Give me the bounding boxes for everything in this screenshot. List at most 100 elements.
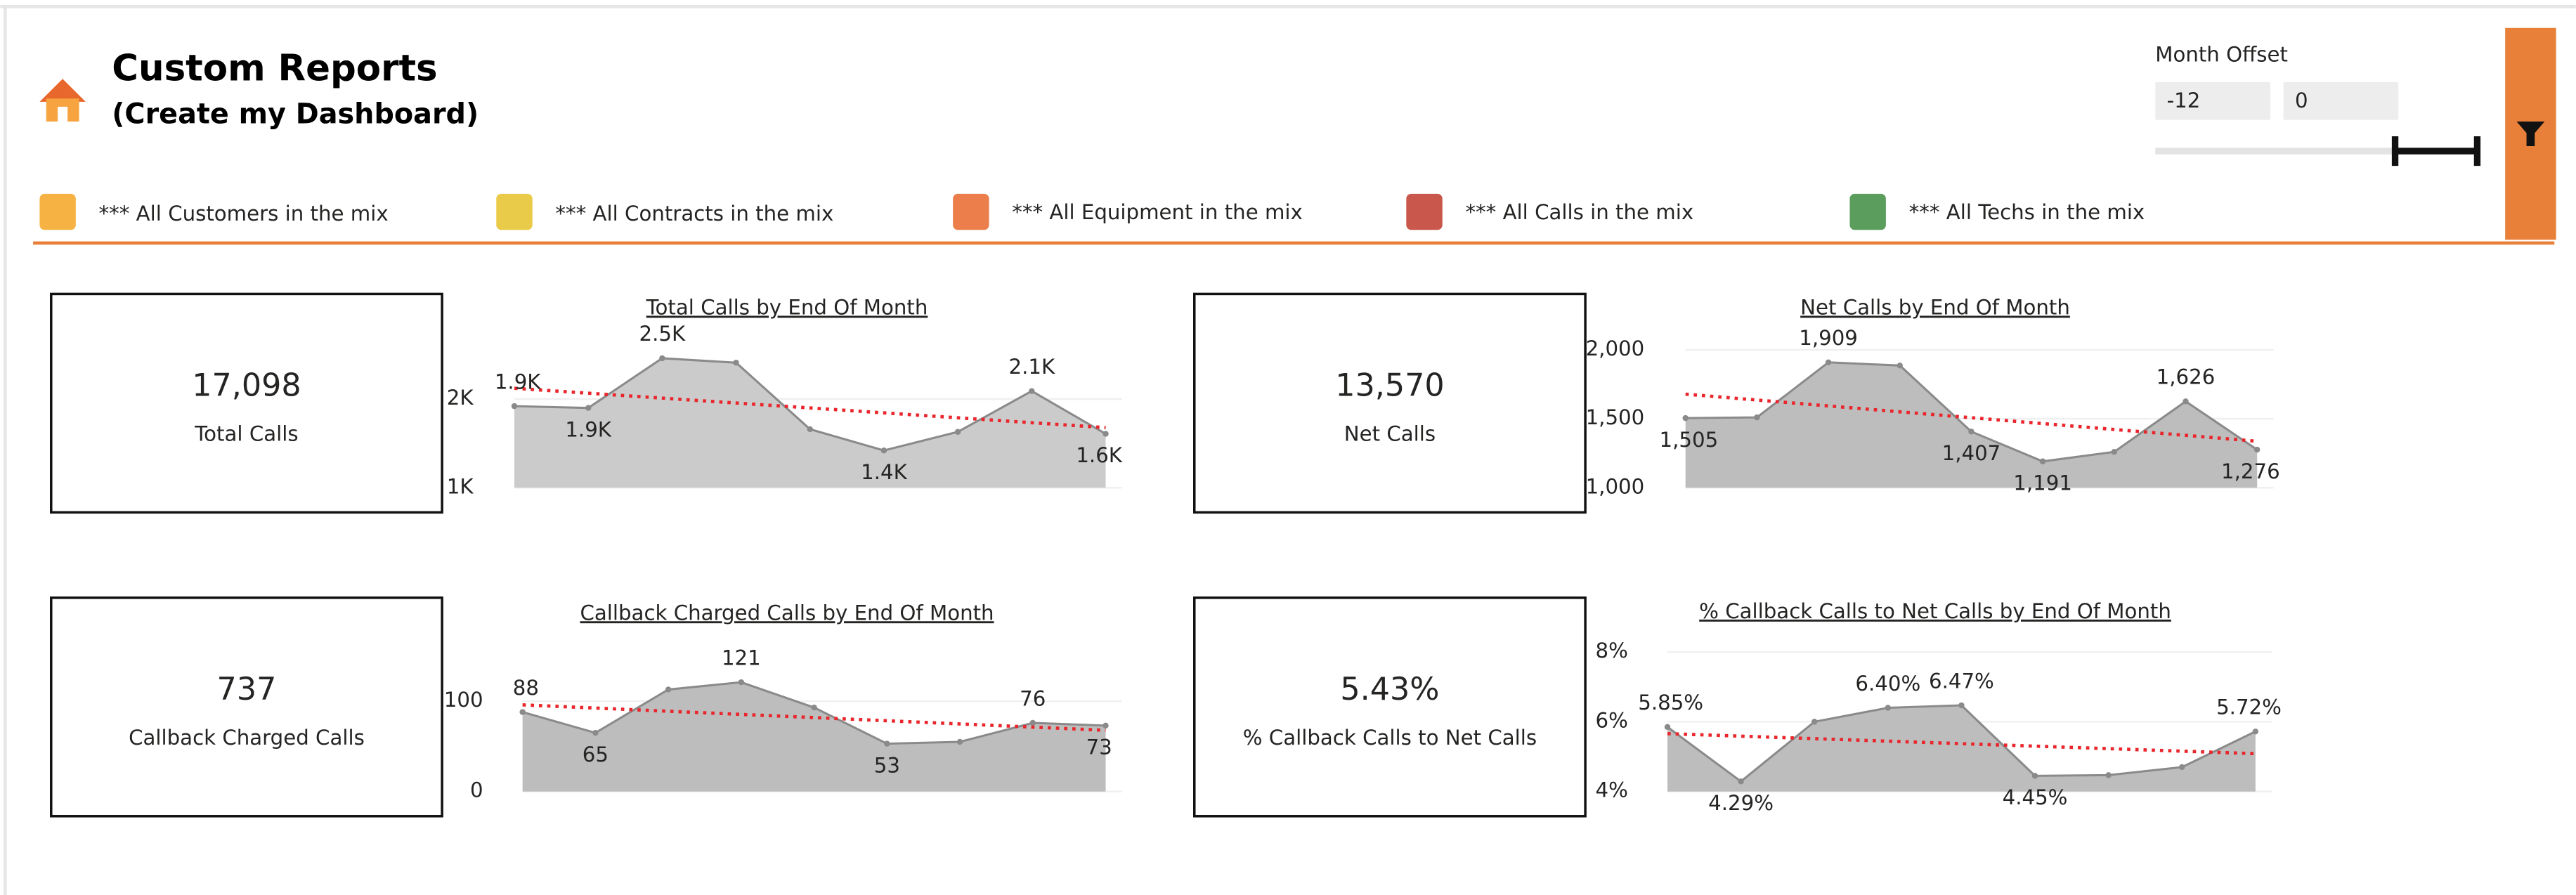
- data-label: 1,505: [1660, 428, 1719, 452]
- data-label: 5.72%: [2216, 695, 2282, 719]
- data-label: 73: [1086, 736, 1112, 759]
- point: [519, 709, 526, 715]
- point: [1029, 388, 1035, 394]
- data-label: 65: [583, 743, 609, 766]
- point: [2253, 446, 2260, 453]
- data-label: 1.4K: [861, 460, 907, 484]
- subtitle: (Create my Dashboard): [112, 98, 479, 130]
- y-tick-label: 1,500: [1586, 405, 1645, 429]
- data-label: 2.5K: [639, 322, 686, 346]
- point: [511, 403, 518, 410]
- point: [1682, 414, 1689, 422]
- trend-line: [522, 703, 1106, 732]
- point: [954, 429, 961, 435]
- filter-icon[interactable]: [39, 193, 76, 230]
- point: [2105, 772, 2112, 778]
- data-label: 121: [722, 646, 761, 669]
- data-label: 1,191: [2013, 471, 2072, 495]
- point: [1029, 719, 1036, 726]
- offset-from: -12: [2167, 89, 2201, 112]
- filter-icon[interactable]: [953, 193, 989, 230]
- area: [522, 682, 1106, 792]
- trend-line: [1685, 392, 2258, 443]
- door: [58, 106, 68, 122]
- filter-icon[interactable]: [1406, 193, 1443, 230]
- point: [2031, 773, 2038, 779]
- month-offset-label: Month Offset: [2155, 42, 2288, 66]
- title: Custom Reports: [112, 48, 437, 90]
- data-label: 53: [874, 753, 900, 777]
- offset-from-input[interactable]: [2155, 81, 2270, 120]
- offset-to-input[interactable]: [2283, 81, 2399, 120]
- area: [1685, 362, 2258, 488]
- point: [1811, 719, 1818, 725]
- point: [1738, 778, 1744, 785]
- y-tick-label: 2K: [447, 386, 474, 410]
- kpi-value: 13,570: [1335, 368, 1444, 404]
- point: [1885, 705, 1892, 711]
- data-label: 4.45%: [2003, 785, 2068, 809]
- point: [1968, 429, 1975, 435]
- data-label: 1.9K: [565, 417, 611, 441]
- data-label: 88: [513, 676, 539, 700]
- point: [1825, 359, 1832, 365]
- y-tick-label: 2,000: [1586, 337, 1645, 360]
- point: [1754, 414, 1760, 421]
- point: [585, 405, 592, 411]
- point: [2183, 398, 2189, 405]
- filter-label: *** All Equipment in the mix: [1012, 200, 1303, 224]
- offset-to: 0: [2295, 89, 2308, 112]
- kpi-label: Total Calls: [194, 422, 298, 445]
- kpi-value: 17,098: [192, 368, 301, 404]
- filter-label: *** All Contracts in the mix: [555, 202, 833, 226]
- filter-icon[interactable]: [496, 193, 533, 230]
- data-label: 6.47%: [1929, 669, 1994, 693]
- y-tick-label: 8%: [1596, 639, 1628, 662]
- y-tick-label: 0: [470, 778, 483, 802]
- kpi-label: % Callback Calls to Net Calls: [1243, 726, 1537, 750]
- home-icon[interactable]: [39, 79, 86, 122]
- data-label: 1.9K: [495, 370, 541, 393]
- point: [1664, 724, 1671, 731]
- point: [811, 704, 817, 711]
- trend-line: [514, 386, 1106, 430]
- chart-title: Total Calls by End Of Month: [646, 295, 928, 319]
- data-label: 1,276: [2221, 459, 2280, 483]
- data-label: 5.85%: [1638, 691, 1703, 714]
- y-tick-label: 6%: [1596, 708, 1628, 732]
- point: [2179, 764, 2185, 771]
- point: [1102, 431, 1109, 437]
- y-tick-label: 4%: [1596, 778, 1628, 802]
- filter-label: *** All Techs in the mix: [1909, 200, 2145, 224]
- data-label: 1.6K: [1076, 443, 1122, 467]
- roof: [39, 79, 86, 102]
- point: [738, 679, 745, 686]
- kpi-card: [50, 292, 443, 514]
- y-tick-label: 100: [444, 688, 483, 712]
- data-label: 6.40%: [1855, 672, 1920, 695]
- data-label: 1,909: [1799, 326, 1858, 350]
- data-label: 2.1K: [1009, 355, 1055, 379]
- kpi-card: [1193, 292, 1587, 514]
- point: [2039, 458, 2046, 464]
- chart-title: Net Calls by End Of Month: [1800, 295, 2070, 319]
- point: [659, 355, 665, 362]
- filter-label: *** All Customers in the mix: [99, 202, 389, 226]
- data-label: 1,407: [1942, 441, 2001, 465]
- chart-title: % Callback Calls to Net Calls by End Of …: [1699, 599, 2171, 623]
- point: [884, 740, 890, 747]
- point: [1102, 722, 1109, 729]
- filter-icon: [2516, 121, 2545, 147]
- point: [592, 729, 599, 736]
- kpi-card: [1193, 596, 1587, 818]
- data-label: 76: [1020, 686, 1046, 710]
- point: [1897, 362, 1903, 369]
- y-tick-label: 1,000: [1586, 474, 1645, 498]
- kpi-card: [50, 596, 443, 818]
- filter-icon[interactable]: [1849, 193, 1886, 230]
- kpi-value: 737: [217, 672, 277, 707]
- point: [807, 426, 813, 433]
- area: [514, 358, 1106, 488]
- chart-title: Callback Charged Calls by End Of Month: [580, 601, 994, 625]
